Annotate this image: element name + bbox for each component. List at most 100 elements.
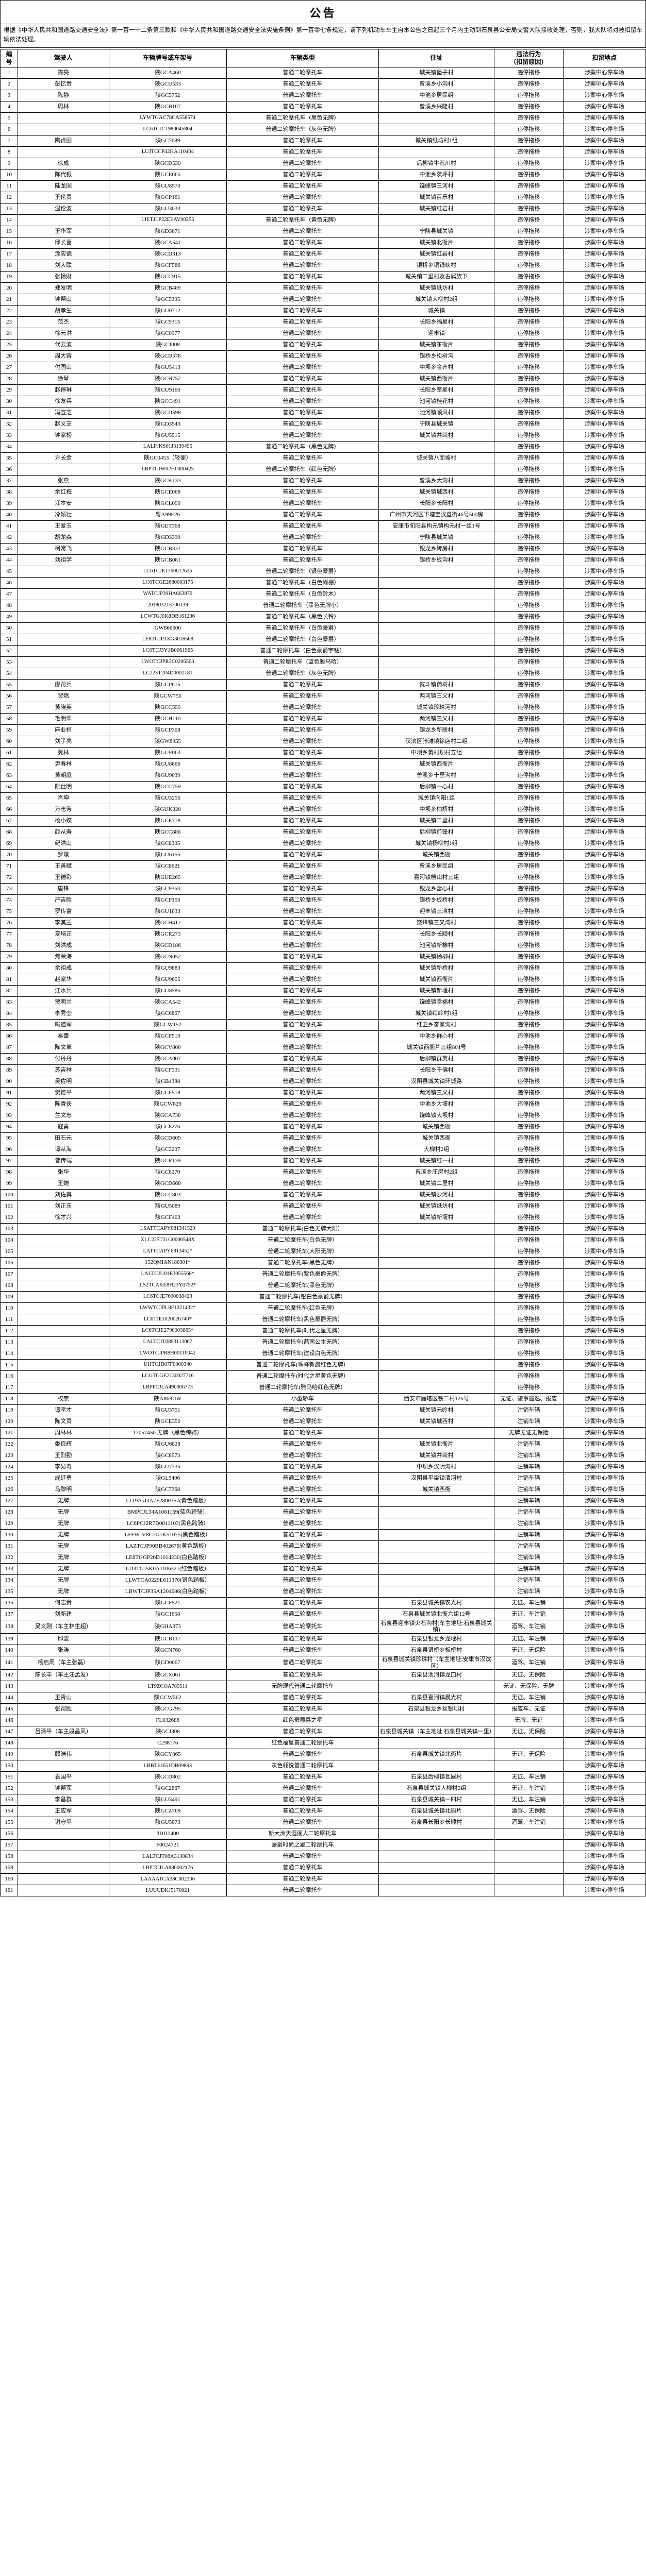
cell-driver <box>18 1291 109 1303</box>
cell-type: 普通二轮摩托车 <box>226 962 379 974</box>
cell-driver: 徐琴 <box>18 372 109 385</box>
cell-address <box>378 1563 495 1575</box>
cell-place: 涉案中心停车场 <box>562 1121 646 1133</box>
cell-address: 城关镇红岩村 <box>378 248 495 260</box>
table-row: 22 胡孝生 陕GU0712 普通二轮摩托车 城关镇 违停拖移 涉案中心停车场 <box>0 304 646 317</box>
col-header-type: 车辆类型 <box>226 48 379 67</box>
cell-violation: 违停拖移 <box>494 769 564 782</box>
cell-type: 普通二轮摩托车 <box>226 1415 379 1428</box>
cell-index: 96 <box>0 1143 19 1156</box>
cell-place: 涉案中心停车场 <box>562 849 646 861</box>
cell-place: 涉案中心停车场 <box>562 1619 646 1634</box>
cell-violation: 违停拖移 <box>494 1234 564 1246</box>
cell-plate: 陕GC7368 <box>108 1483 227 1496</box>
cell-violation <box>494 1885 564 1897</box>
cell-address <box>378 1760 495 1772</box>
cell-violation: 违停拖移 <box>494 418 564 430</box>
cell-driver: 徐成 <box>18 157 109 170</box>
table-row: 105 LATTCAPY6813452* 普通二轮摩托车(大阳无牌） 违停拖移 涉案中心… <box>0 1245 646 1258</box>
cell-violation: 违停拖移 <box>494 1041 564 1054</box>
cell-driver: 陈香侠 <box>18 1098 109 1110</box>
cell-driver <box>18 667 109 680</box>
cell-type: 普通二轮摩托车 <box>226 338 379 351</box>
cell-index: 113 <box>0 1336 19 1348</box>
cell-place: 涉案中心停车场 <box>562 883 646 895</box>
table-row: 138 吴义刚（车主林生超） 陕GHA373 普通二轮摩托车 石泉县迎丰镇火石沟村(车主… <box>0 1619 646 1634</box>
cell-driver: 严吉胜 <box>18 894 109 906</box>
cell-place: 涉案中心停车场 <box>562 1692 646 1704</box>
cell-type: 普通二轮摩托车 <box>226 66 379 79</box>
table-row: 75 罗传富 陕GU1833 普通二轮摩托车 迎丰镇三湾村 违停拖移 涉案中心停车场 <box>0 905 646 918</box>
cell-violation: 违停拖移 <box>494 1245 564 1258</box>
cell-violation: 无证、车注销 <box>494 1608 564 1620</box>
table-row: 11 陆龙国 陕GU8570 普通二轮摩托车 饶峰镇三河村 违停拖移 涉案中心停车场 <box>0 180 646 192</box>
cell-driver: 徐才兴 <box>18 1211 109 1224</box>
cell-address: 城关镇元岭村 <box>378 1404 495 1416</box>
cell-plate: 陕GCC759 <box>108 781 227 793</box>
cell-index: 2 <box>0 78 19 90</box>
cell-type: 普通二轮摩托车 <box>226 248 379 260</box>
cell-index: 49 <box>0 611 19 623</box>
cell-plate: 201803215700139 <box>108 599 227 612</box>
cell-address: 城关镇新堰村 <box>378 985 495 997</box>
cell-type: 普通二轮摩托车 <box>226 1483 379 1496</box>
cell-address: 后柳镇一心村 <box>378 781 495 793</box>
cell-address: 城关镇西衙 <box>378 1483 495 1496</box>
cell-index: 82 <box>0 985 19 997</box>
cell-plate: LYWTGAC78CA558574 <box>108 112 227 124</box>
cell-driver: 刘洪成 <box>18 939 109 952</box>
cell-driver: 苏吉林 <box>18 1064 109 1076</box>
table-row: 42 胡龙森 陕GD3399 普通二轮摩托车 宁陕县城关镇 违停拖移 涉案中心停车场 <box>0 531 646 544</box>
cell-address: 城关镇红一村 <box>378 1155 495 1167</box>
cell-place: 涉案中心停车场 <box>562 1472 646 1484</box>
cell-address: 石泉县城关镇大柳村2组 <box>378 1783 495 1795</box>
table-row: 87 陈文革 陕GCV800 普通二轮摩托车 城关镇西衙片三组804号 违停拖移 涉案中心停… <box>0 1041 646 1054</box>
document-title-box: 公告 <box>0 0 646 24</box>
cell-index: 112 <box>0 1325 19 1337</box>
cell-address: 曾溪乡小沟村 <box>378 78 495 90</box>
cell-address: 城关镇井岗村 <box>378 429 495 442</box>
cell-index: 116 <box>0 1370 19 1382</box>
cell-place: 涉案中心停车场 <box>562 1885 646 1897</box>
cell-violation: 违停拖移 <box>494 474 564 487</box>
cell-plate: 陕GCF519 <box>108 1030 227 1042</box>
cell-plate: 陕GCE068 <box>108 486 227 498</box>
cell-place: 涉案中心停车场 <box>562 611 646 623</box>
table-body: 1 陈亮 陕GCA460 普通二轮摩托车 城关镇堡子村 违停拖移 涉案中心停车场 2 彭忆贵 陕G… <box>0 66 646 1897</box>
cell-index: 147 <box>0 1726 19 1738</box>
cell-index: 144 <box>0 1692 19 1704</box>
cell-plate: 陕GD3543 <box>108 418 227 430</box>
cell-place: 涉案中心停车场 <box>562 633 646 646</box>
cell-violation: 违停拖移 <box>494 724 564 736</box>
cell-type: 普通二轮摩托车 <box>226 1053 379 1065</box>
cell-address: 城关镇红岭村1组 <box>378 1007 495 1020</box>
cell-address: 石泉县银桥乡板桥村 <box>378 1644 495 1656</box>
cell-violation: 违停拖移 <box>494 599 564 612</box>
cell-place: 涉案中心停车场 <box>562 338 646 351</box>
table-row: 7 陶贞田 陕GC7689 普通二轮摩托车 城关镇纸坊村1组 违停拖移 涉案中心停车场 <box>0 134 646 147</box>
cell-violation <box>494 1839 564 1852</box>
cell-type: 普通二轮摩托车 <box>226 1506 379 1518</box>
cell-index: 139 <box>0 1633 19 1645</box>
cell-index: 131 <box>0 1540 19 1552</box>
table-row: 5 LYWTGAC78CA558574 普通二轮摩托车（黑色无牌） 违停拖移 涉案中心停… <box>0 112 646 124</box>
cell-driver <box>18 1245 109 1258</box>
cell-driver: 刘大联 <box>18 259 109 272</box>
cell-address <box>378 656 495 668</box>
cell-place: 涉案中心停车场 <box>562 894 646 906</box>
table-row: 40 冷颖壮 粤A99E26 普通二轮摩托车 广州市天河区下塘宝汉直街46号500房 违停… <box>0 509 646 521</box>
cell-type: 普通二轮摩托车 <box>226 1669 379 1682</box>
cell-type: 普通二轮摩托车 <box>226 747 379 759</box>
cell-violation: 违停拖移 <box>494 395 564 408</box>
cell-place: 涉案中心停车场 <box>562 1828 646 1840</box>
cell-address: 迎丰镇 <box>378 327 495 340</box>
cell-place: 涉案中心停车场 <box>562 1053 646 1065</box>
table-row: 82 江水兵 陕GU8586 普通二轮摩托车 城关镇新堰村 违停拖移 涉案中心停车场 <box>0 985 646 997</box>
cell-driver <box>18 656 109 668</box>
cell-type: 普通二轮摩托车 <box>226 202 379 215</box>
cell-plate: 陕GCK133 <box>108 474 227 487</box>
cell-driver: 袁国平 <box>18 1771 109 1784</box>
cell-plate: LT9ZCOA789511 <box>108 1681 227 1693</box>
cell-place: 涉案中心停车场 <box>562 1177 646 1190</box>
cell-type: 普通二轮摩托车(黑色豪爵无牌） <box>226 1313 379 1326</box>
